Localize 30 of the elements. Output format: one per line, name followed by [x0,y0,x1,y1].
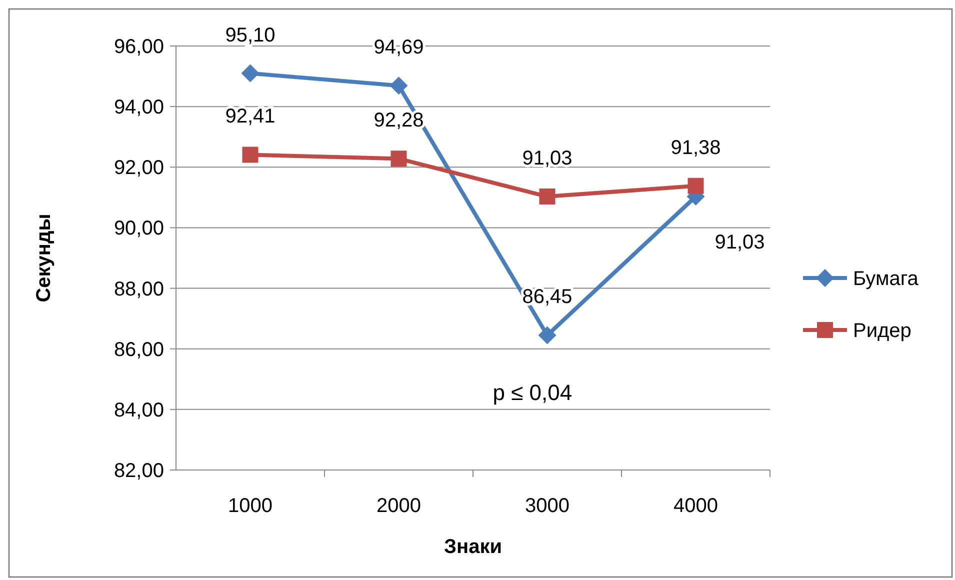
point [390,150,407,167]
data-label: 94,69 [374,36,424,59]
data-label: 95,10 [225,24,276,46]
x-tick-label: 2000 [376,495,421,517]
data-label: 91,03 [522,148,572,170]
y-tick-label: 84,00 [114,399,164,422]
point [242,146,258,163]
annotation: p ≤ 0,04 [492,380,572,405]
y-tick-label: 92,00 [114,157,164,180]
legend-label: Ридер [853,320,912,342]
x-tick-label: 4000 [674,495,718,517]
x-tick-label: 3000 [525,495,570,517]
y-tick-label: 88,00 [114,278,164,300]
x-axis-title: Знаки [444,536,502,558]
y-tick-label: 82,00 [114,460,164,482]
legend-label: Бумага [853,268,920,290]
y-tick-label: 90,00 [114,218,164,240]
y-tick-label: 96,00 [114,36,164,58]
y-axis-title: Секунды [33,214,55,302]
y-tick-label: 86,00 [114,338,164,361]
data-label: 91,03 [714,232,765,254]
point [688,178,704,194]
data-label: 91,38 [670,136,721,159]
point [538,326,556,344]
point [241,64,260,82]
x-tick-label: 1000 [228,495,272,517]
point [390,76,408,95]
y-tick-label: 94,00 [114,96,164,119]
point [539,188,556,205]
data-label: 92,41 [225,106,276,128]
